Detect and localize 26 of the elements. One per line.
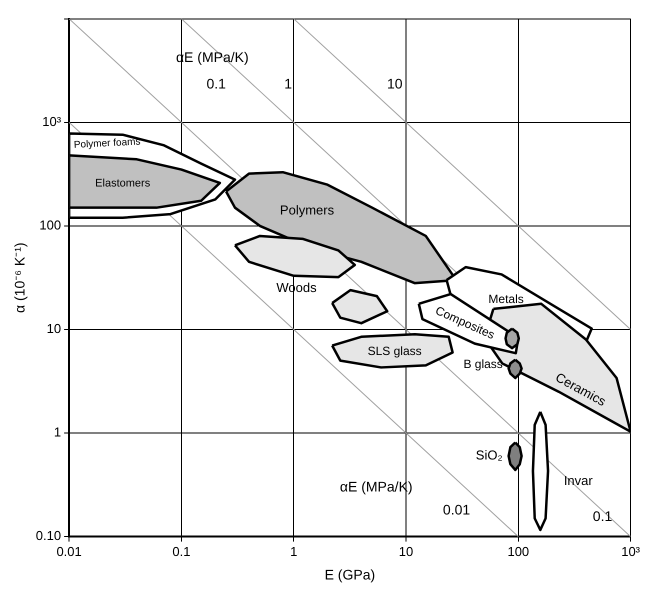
- series-label: B glass: [463, 356, 503, 371]
- x-tick-label: 100: [507, 544, 530, 559]
- series-label: Invar: [564, 472, 594, 488]
- x-tick-label: 0.01: [56, 544, 82, 559]
- annotation: 0.01: [442, 502, 470, 518]
- series-label: Metals: [488, 292, 524, 306]
- series-label: SiO₂: [476, 447, 502, 462]
- y-tick-label: 10: [46, 321, 62, 336]
- x-tick-label: 10³: [621, 544, 641, 559]
- annotation: 0.1: [592, 508, 612, 524]
- series-label: Elastomers: [95, 177, 151, 190]
- x-axis-title: E (GPa): [324, 566, 376, 582]
- y-axis-title: α (10⁻⁶ K⁻¹): [11, 242, 28, 313]
- y-tick-label: 10³: [42, 114, 62, 129]
- x-tick-label: 10: [398, 544, 414, 559]
- annotation: 1: [284, 75, 292, 92]
- y-tick-label: 1: [54, 424, 62, 440]
- series-label: SLS glass: [368, 344, 422, 358]
- x-tick-label: 0.1: [172, 544, 190, 559]
- series-label: Polymers: [280, 202, 335, 218]
- y-tick-label: 100: [39, 218, 62, 232]
- x-tick-label: 1: [290, 544, 298, 559]
- annotation: 10: [386, 75, 403, 92]
- y-tick-label: 0.10: [36, 528, 62, 544]
- annotation: 0.1: [206, 75, 226, 92]
- series-label: Polymer foams: [74, 136, 141, 151]
